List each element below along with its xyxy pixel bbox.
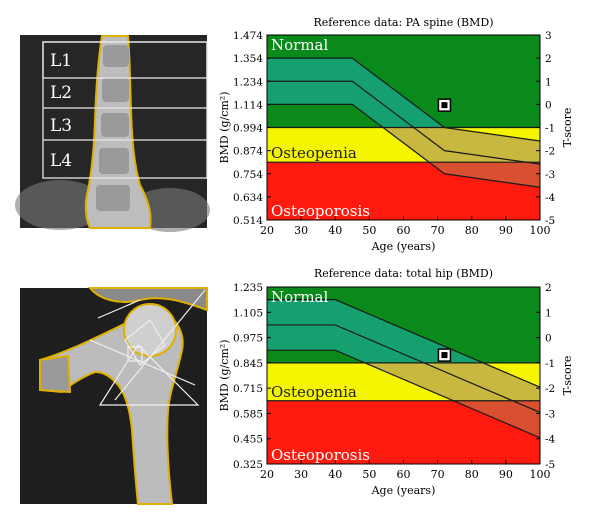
- x-tick-label: 100: [530, 468, 551, 481]
- y2-axis-label: T-score: [561, 356, 574, 396]
- zone-label-normal: Normal: [271, 36, 328, 54]
- y-tick-label: 0.325: [233, 459, 263, 471]
- x-tick-label: 50: [362, 224, 376, 237]
- plot-area: [267, 35, 540, 220]
- x-tick-label: 30: [294, 468, 308, 481]
- x-tick-label: 70: [431, 468, 445, 481]
- x-tick-label: 50: [362, 468, 376, 481]
- spine-dxa-image: L1 L2 L3 L4: [15, 35, 210, 232]
- reference-band-osteopenia: [364, 362, 540, 401]
- reference-curve-lower: [267, 103, 540, 188]
- chart-title: Reference data: PA spine (BMD): [313, 16, 493, 29]
- vertebra-label-l1: L1: [50, 51, 72, 71]
- reference-band-normal: [267, 299, 484, 363]
- y2-tick-label: 2: [545, 282, 552, 294]
- reference-curve-mean: [267, 324, 540, 414]
- y2-tick-label: -2: [545, 146, 555, 158]
- vertebra-label-l4: L4: [50, 151, 72, 171]
- y-tick-label: 0.634: [233, 192, 263, 204]
- reference-band-normal: [267, 58, 445, 128]
- zone-label-osteopenia: Osteopenia: [271, 144, 357, 162]
- y-tick-label: 0.994: [233, 123, 263, 135]
- y-axis-label: BMD (g/cm²): [218, 340, 231, 412]
- y2-tick-label: -3: [545, 408, 555, 420]
- x-tick-label: 30: [294, 224, 308, 237]
- patient-marker-inner: [441, 352, 448, 359]
- x-tick-label: 20: [260, 468, 274, 481]
- vertebra-label-l2: L2: [50, 83, 72, 103]
- x-axis-label: Age (years): [371, 484, 436, 497]
- x-tick-label: 90: [499, 468, 513, 481]
- acetabulum-outline: [87, 287, 208, 312]
- x-tick-label: 100: [530, 224, 551, 237]
- y2-tick-label: -5: [545, 459, 555, 471]
- x-tick-label: 80: [465, 224, 479, 237]
- vertebra-label-l3: L3: [50, 116, 72, 136]
- y-tick-label: 0.874: [233, 146, 263, 158]
- zone-label-osteoporosis: Osteoporosis: [271, 202, 370, 220]
- y2-tick-label: 3: [545, 30, 552, 42]
- x-tick-label: 60: [397, 224, 411, 237]
- y-tick-label: 0.845: [233, 358, 263, 370]
- y2-tick-label: 0: [545, 333, 552, 345]
- x-axis-label: Age (years): [371, 240, 436, 253]
- y2-tick-label: -3: [545, 169, 555, 181]
- y-tick-label: 1.105: [233, 307, 263, 319]
- reference-curve-upper: [267, 57, 540, 142]
- x-tick-label: 40: [328, 468, 342, 481]
- hip-roi-lines: [89, 289, 206, 406]
- y2-tick-label: -4: [545, 192, 556, 204]
- y2-tick-label: 1: [545, 307, 552, 319]
- y-tick-label: 1.354: [233, 53, 263, 65]
- y2-tick-label: 2: [545, 53, 552, 65]
- chart-title: Reference data: total hip (BMD): [314, 267, 493, 280]
- y2-tick-label: -2: [545, 383, 555, 395]
- y2-tick-label: 1: [545, 76, 552, 88]
- vertebral-bodies: [96, 45, 130, 211]
- x-tick-label: 40: [328, 224, 342, 237]
- y-tick-label: 0.754: [233, 169, 263, 181]
- y-tick-label: 1.474: [233, 30, 263, 42]
- x-tick-label: 70: [431, 224, 445, 237]
- y2-axis-label: T-score: [561, 108, 574, 148]
- y-tick-label: 0.715: [233, 383, 263, 395]
- reference-curve-mean: [267, 80, 540, 165]
- y-axis-label: BMD (g/cm²): [218, 92, 231, 164]
- reference-curve-lower: [267, 349, 540, 439]
- y2-tick-label: -1: [545, 358, 555, 370]
- x-tick-label: 20: [260, 224, 274, 237]
- y2-tick-label: -1: [545, 123, 555, 135]
- reference-curve-upper: [267, 299, 540, 388]
- y2-tick-label: -5: [545, 215, 555, 227]
- x-tick-label: 80: [465, 468, 479, 481]
- y-tick-label: 0.975: [233, 333, 263, 345]
- reference-band-osteopenia: [383, 127, 540, 163]
- x-tick-label: 60: [397, 468, 411, 481]
- hip-dxa-image: [20, 287, 208, 505]
- y-tick-label: 0.514: [233, 215, 263, 227]
- y2-tick-label: 0: [545, 99, 552, 111]
- y-tick-label: 0.455: [233, 434, 263, 446]
- plot-area: [267, 287, 540, 464]
- y-tick-label: 1.235: [233, 282, 263, 294]
- x-tick-label: 90: [499, 224, 513, 237]
- y-tick-label: 1.234: [233, 76, 263, 88]
- zone-label-osteoporosis: Osteoporosis: [271, 446, 370, 464]
- zone-label-osteopenia: Osteopenia: [271, 383, 357, 401]
- y-tick-label: 1.114: [233, 99, 263, 111]
- patient-marker-inner: [441, 102, 448, 109]
- reference-band-osteoporosis: [429, 162, 540, 188]
- y-tick-label: 0.585: [233, 408, 263, 420]
- zone-label-normal: Normal: [271, 288, 328, 306]
- y2-tick-label: -4: [545, 434, 556, 446]
- roi-boxes: [42, 41, 208, 179]
- hip-bmd-chart: Normal Osteopenia Osteoporosis Reference da…: [218, 267, 574, 497]
- spine-bmd-chart: Normal Osteopenia Osteoporosis Reference da…: [218, 16, 574, 253]
